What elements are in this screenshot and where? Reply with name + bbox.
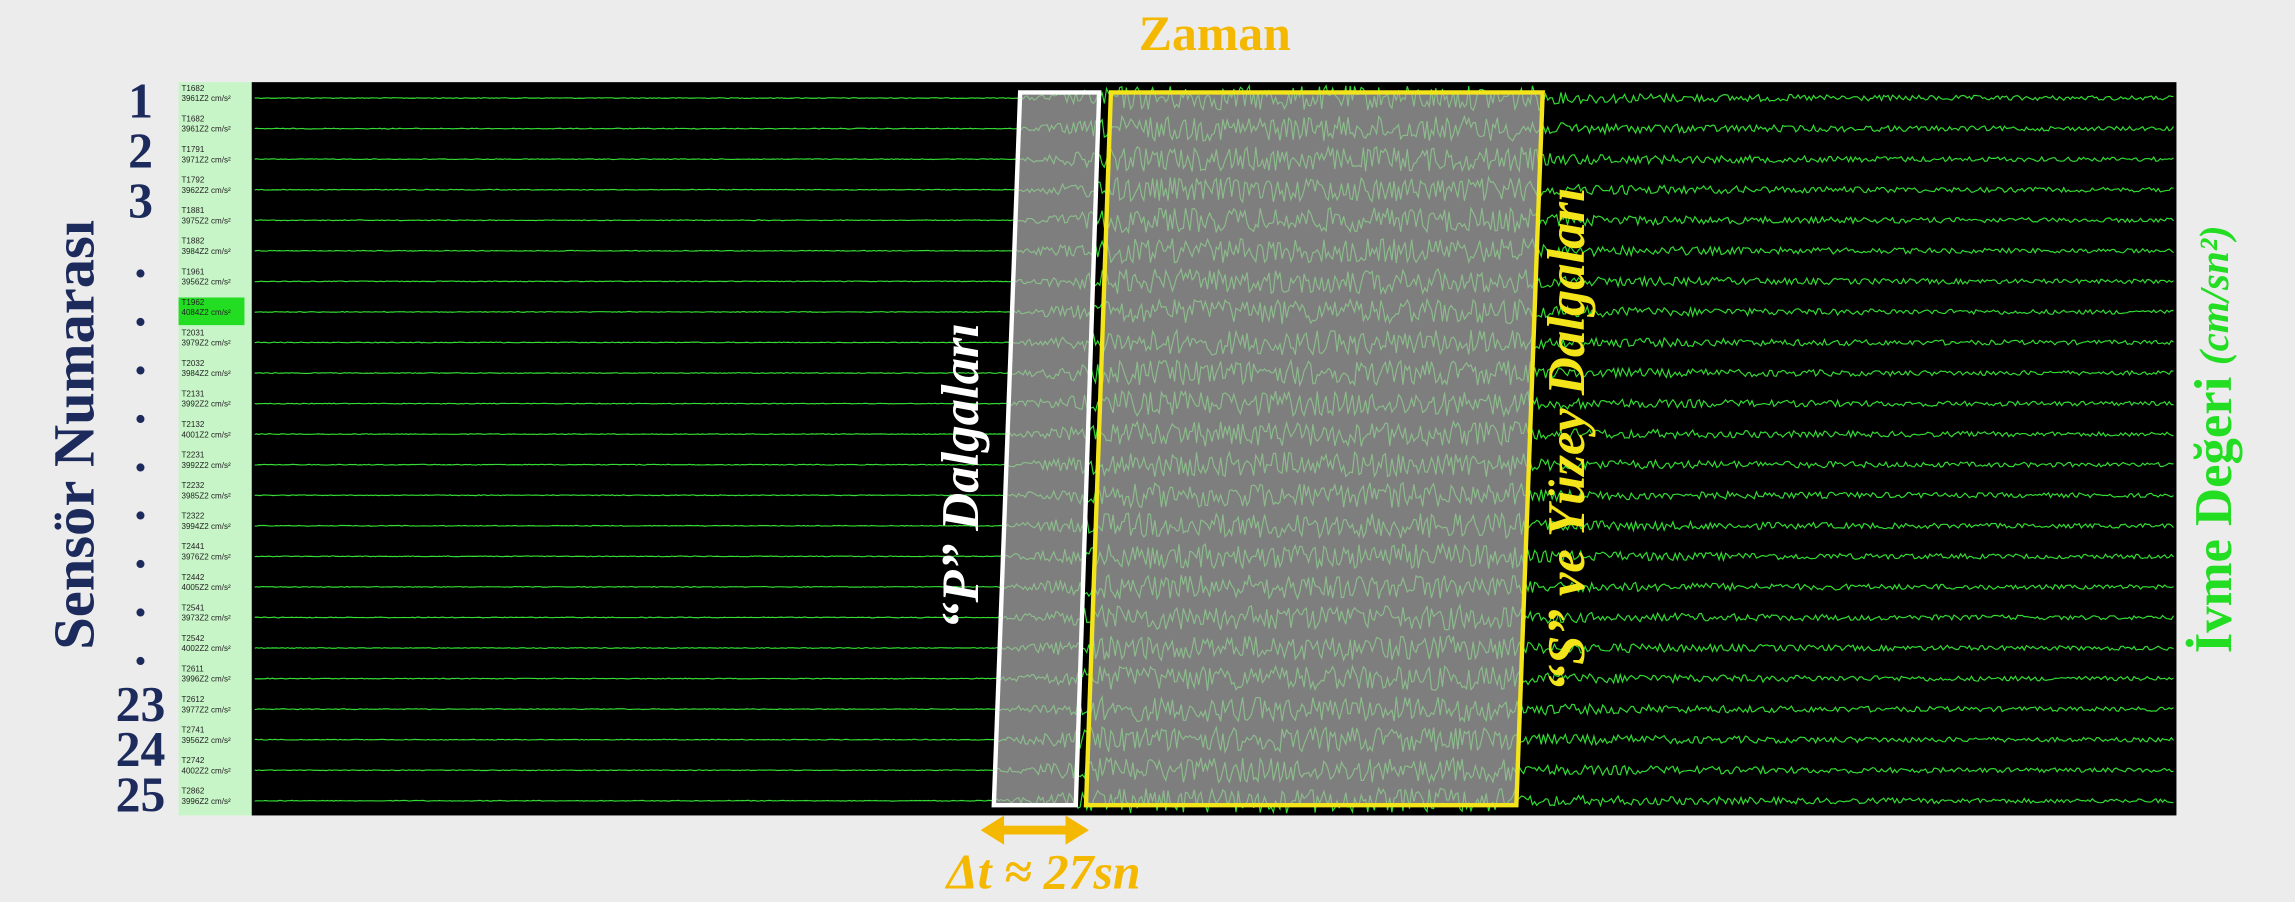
channel-reading: 3984Z2 cm/s² (181, 369, 231, 378)
sensor-number: 1 (128, 73, 153, 128)
channel-id: T2542 (181, 634, 204, 643)
right-axis-unit: (cm/sn²) (2191, 225, 2237, 365)
sensor-number: 3 (128, 173, 153, 228)
channel-id: T2132 (181, 420, 204, 429)
channel-reading: 3992Z2 cm/s² (181, 461, 231, 470)
sensor-number: 25 (116, 767, 166, 822)
channel-id: T2612 (181, 695, 204, 704)
y-axis-label: Sensör Numarası (42, 220, 107, 650)
title: Zaman (1139, 6, 1291, 61)
channel-id: T1792 (181, 176, 204, 185)
sensor-number: . (134, 572, 146, 627)
channel-reading: 3962Z2 cm/s² (181, 186, 231, 195)
channel-reading: 3956Z2 cm/s² (181, 278, 231, 287)
right-axis-label: İvme Değeri (cm/sn²) (2185, 225, 2243, 653)
channel-id: T1791 (181, 145, 204, 154)
channel-id: T2032 (181, 359, 204, 368)
channel-id: T2862 (181, 787, 204, 796)
channel-id: T2322 (181, 512, 204, 521)
channel-reading: 3984Z2 cm/s² (181, 247, 231, 256)
channel-reading: 4001Z2 cm/s² (181, 430, 231, 439)
sensor-number: 2 (128, 123, 153, 178)
arrow-shaft (1001, 826, 1068, 835)
channel-id: T2742 (181, 756, 204, 765)
channel-reading: 3996Z2 cm/s² (181, 797, 231, 806)
channel-id: T1961 (181, 267, 204, 276)
channel-reading: 4005Z2 cm/s² (181, 583, 231, 592)
channel-reading: 3977Z2 cm/s² (181, 705, 231, 714)
page: {"title": "Zaman", "y_axis_label": "Sens… (0, 0, 2295, 902)
channel-reading: 3994Z2 cm/s² (181, 522, 231, 531)
sensor-number: . (134, 330, 146, 385)
channel-reading: 3985Z2 cm/s² (181, 491, 231, 500)
channel-reading: 3971Z2 cm/s² (181, 155, 231, 164)
delta-label: Δt ≈ 27sn (945, 845, 1141, 900)
p-wave-label: “P” Dalgaları (932, 323, 990, 629)
s-wave-box (1086, 92, 1543, 805)
channel-reading: 3976Z2 cm/s² (181, 552, 231, 561)
channel-id: T1682 (181, 114, 204, 123)
channel-reading: 3992Z2 cm/s² (181, 400, 231, 409)
sensor-number: . (134, 524, 146, 579)
channel-id: T1882 (181, 237, 204, 246)
channel-id: T2231 (181, 451, 204, 460)
channel-id: T1682 (181, 84, 204, 93)
channel-reading: 3956Z2 cm/s² (181, 736, 231, 745)
channel-reading: 3975Z2 cm/s² (181, 216, 231, 225)
channel-id: T2232 (181, 481, 204, 490)
channel-reading: 4002Z2 cm/s² (181, 644, 231, 653)
channel-reading: 3996Z2 cm/s² (181, 675, 231, 684)
channel-reading: 3961Z2 cm/s² (181, 125, 231, 134)
slide: Zaman Sensör Numarası 123.........232425… (0, 0, 2295, 902)
sensor-number: . (134, 427, 146, 482)
channel-reading: 3973Z2 cm/s² (181, 614, 231, 623)
channel-reading: 3961Z2 cm/s² (181, 94, 231, 103)
s-wave-label: “S” ve Yüzey Dalgaları (1538, 187, 1596, 691)
channel-id: T1881 (181, 206, 204, 215)
right-axis-name: İvme Değeri (2185, 377, 2243, 653)
sensor-number: . (134, 233, 146, 288)
channel-id: T2131 (181, 389, 204, 398)
channel-id: T2031 (181, 328, 204, 337)
channel-reading: 4084Z2 cm/s² (181, 308, 231, 317)
channel-id: T2741 (181, 726, 204, 735)
channel-id: T2611 (181, 664, 204, 673)
sensor-number: . (134, 378, 146, 433)
channel-id: T2442 (181, 573, 204, 582)
sensor-number: . (134, 475, 146, 530)
channel-id: T2441 (181, 542, 204, 551)
sensor-number: . (134, 621, 146, 676)
channel-reading: 3979Z2 cm/s² (181, 339, 231, 348)
channel-reading: 4002Z2 cm/s² (181, 766, 231, 775)
channel-id: T1962 (181, 298, 204, 307)
channel-id: T2541 (181, 603, 204, 612)
sensor-number: . (134, 281, 146, 336)
